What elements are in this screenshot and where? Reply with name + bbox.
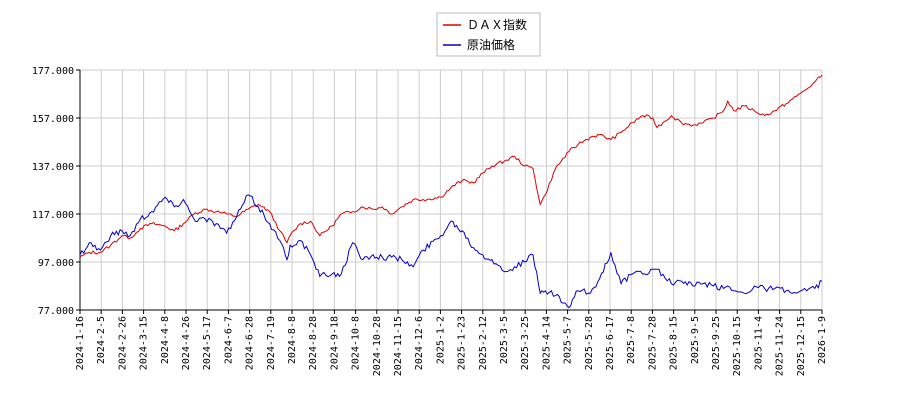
x-tick-label: 2024-11-15 <box>393 316 404 376</box>
x-tick-label: 2025-12-15 <box>796 316 807 376</box>
x-tick-label: 2024-1-16 <box>75 316 86 370</box>
x-tick-label: 2025-11-24 <box>775 316 786 376</box>
x-tick-label: 2024-6-7 <box>223 316 234 364</box>
x-tick-label: 2025-3-25 <box>520 316 531 370</box>
x-tick-label: 2024-2-5 <box>96 316 107 364</box>
legend-label: 原油価格 <box>467 37 515 52</box>
x-tick-label: 2024-3-15 <box>139 316 150 370</box>
x-tick-label: 2024-2-26 <box>117 316 128 370</box>
x-tick-label: 2025-5-28 <box>584 316 595 370</box>
y-tick-label: 157.000 <box>32 114 74 125</box>
x-tick-label: 2024-7-19 <box>266 316 277 370</box>
x-tick-label: 2025-7-8 <box>626 316 637 364</box>
x-tick-label: 2024-10-8 <box>351 316 362 370</box>
x-tick-label: 2025-1-2 <box>435 316 446 364</box>
x-tick-label: 2024-8-8 <box>287 316 298 364</box>
x-tick-label: 2025-6-17 <box>605 316 616 370</box>
y-tick-label: 77.000 <box>38 306 74 317</box>
x-tick-label: 2025-7-28 <box>647 316 658 370</box>
y-tick-label: 177.000 <box>32 66 74 77</box>
x-tick-label: 2025-4-14 <box>541 316 552 370</box>
legend <box>436 12 541 57</box>
legend-label: ＤＡＸ指数 <box>467 17 527 32</box>
x-tick-label: 2025-3-5 <box>499 316 510 364</box>
x-tick-label: 2024-5-17 <box>202 316 213 370</box>
x-tick-label: 2025-1-23 <box>457 316 468 370</box>
y-tick-label: 117.000 <box>32 210 74 221</box>
series-line-crude-oil <box>79 194 823 309</box>
x-tick-label: 2024-6-28 <box>245 316 256 370</box>
x-tick-label: 2024-8-28 <box>308 316 319 370</box>
x-tick-label: 2025-10-15 <box>732 316 743 376</box>
x-tick-label: 2025-9-25 <box>711 316 722 370</box>
x-tick-label: 2025-11-4 <box>753 316 764 370</box>
x-tick-label: 2024-4-8 <box>160 316 171 364</box>
x-tick-label: 2024-4-26 <box>181 316 192 370</box>
x-tick-label: 2026-1-9 <box>817 316 828 364</box>
x-tick-label: 2025-9-5 <box>690 316 701 364</box>
y-tick-label: 137.000 <box>32 162 74 173</box>
x-tick-label: 2025-8-15 <box>669 316 680 370</box>
x-tick-label: 2025-5-7 <box>563 316 574 364</box>
x-tick-label: 2024-12-6 <box>414 316 425 370</box>
x-tick-label: 2024-9-18 <box>329 316 340 370</box>
x-tick-label: 2024-10-28 <box>372 316 383 376</box>
series-line-dax <box>79 74 823 258</box>
x-tick-label: 2025-2-12 <box>478 316 489 370</box>
y-tick-label: 97.000 <box>38 258 74 269</box>
